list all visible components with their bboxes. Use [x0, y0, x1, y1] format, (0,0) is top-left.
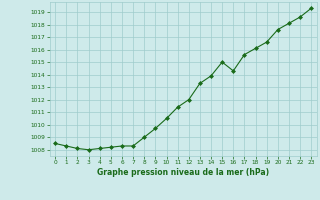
X-axis label: Graphe pression niveau de la mer (hPa): Graphe pression niveau de la mer (hPa)	[97, 168, 269, 177]
